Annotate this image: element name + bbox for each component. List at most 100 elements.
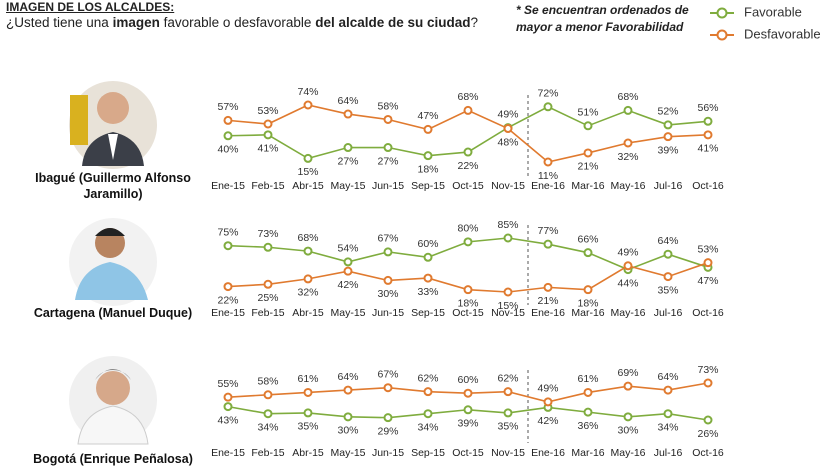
value-label: 72% — [537, 88, 558, 100]
value-label: 21% — [537, 295, 558, 307]
value-label: 61% — [577, 373, 598, 385]
x-tick-label: Ene-16 — [531, 307, 565, 319]
point — [463, 105, 473, 115]
legend-label: Desfavorable — [744, 26, 821, 41]
point — [303, 100, 313, 110]
point — [223, 392, 233, 402]
point — [223, 402, 233, 412]
point — [383, 114, 393, 124]
point — [543, 282, 553, 292]
value-label: 67% — [377, 233, 398, 245]
x-tick-label: May-16 — [610, 180, 645, 192]
x-tick-label: May-15 — [330, 307, 365, 319]
value-label: 58% — [377, 100, 398, 112]
x-tick-label: Feb-15 — [251, 447, 284, 459]
x-tick-label: Jul-16 — [654, 447, 683, 459]
value-label: 54% — [337, 243, 358, 255]
x-tick-label: Jul-16 — [654, 307, 683, 319]
point — [703, 415, 713, 425]
point — [543, 397, 553, 407]
x-tick-label: Sep-15 — [411, 307, 445, 319]
point — [303, 274, 313, 284]
value-label: 18% — [417, 163, 438, 175]
value-label: 53% — [257, 105, 278, 117]
point — [503, 387, 513, 397]
value-label: 49% — [537, 383, 558, 395]
value-label: 53% — [697, 243, 718, 255]
point — [463, 237, 473, 247]
value-label: 74% — [297, 86, 318, 98]
x-tick-label: Feb-15 — [251, 180, 284, 192]
value-label: 26% — [697, 428, 718, 440]
x-tick-label: Oct-15 — [452, 180, 484, 192]
value-label: 29% — [377, 425, 398, 437]
value-label: 36% — [577, 420, 598, 432]
x-tick-label: Jun-15 — [372, 307, 404, 319]
photo — [69, 356, 157, 445]
point — [263, 279, 273, 289]
x-tick-label: Mar-16 — [571, 180, 604, 192]
x-tick-label: Oct-16 — [692, 447, 724, 459]
value-label: 85% — [497, 219, 518, 231]
point — [503, 287, 513, 297]
x-tick-label: May-16 — [610, 447, 645, 459]
point — [543, 157, 553, 167]
value-label: 47% — [697, 275, 718, 287]
value-label: 15% — [497, 300, 518, 312]
point — [543, 102, 553, 112]
value-label: 30% — [617, 425, 638, 437]
value-label: 18% — [577, 297, 598, 309]
value-label: 35% — [657, 284, 678, 296]
value-label: 41% — [697, 143, 718, 155]
value-label: 68% — [297, 232, 318, 244]
value-label: 52% — [657, 106, 678, 118]
point — [583, 121, 593, 131]
question-part: ? — [470, 15, 479, 30]
point — [383, 275, 393, 285]
value-label: 51% — [577, 107, 598, 119]
x-tick-label: Jul-16 — [654, 180, 683, 192]
point — [303, 408, 313, 418]
value-label: 40% — [217, 144, 238, 156]
question-part: imagen — [112, 15, 160, 30]
point — [463, 388, 473, 398]
value-label: 67% — [377, 369, 398, 381]
point — [423, 124, 433, 134]
point — [223, 115, 233, 125]
value-label: 34% — [417, 421, 438, 433]
value-label: 25% — [257, 292, 278, 304]
point — [343, 412, 353, 422]
value-label: 55% — [217, 378, 238, 390]
point — [343, 143, 353, 153]
x-tick-label: Oct-15 — [452, 307, 484, 319]
value-label: 68% — [617, 91, 638, 103]
point — [703, 130, 713, 140]
point — [423, 273, 433, 283]
value-label: 35% — [297, 421, 318, 433]
value-label: 75% — [217, 226, 238, 238]
value-label: 73% — [257, 228, 278, 240]
x-tick-label: Ene-15 — [211, 307, 245, 319]
point — [343, 257, 353, 267]
value-label: 15% — [297, 166, 318, 178]
x-tick-label: Ene-15 — [211, 447, 245, 459]
point — [623, 261, 633, 271]
point — [303, 246, 313, 256]
point — [303, 153, 313, 163]
legend-label: Favorable — [744, 4, 802, 19]
mayor-name: Bogotá (Enrique Peñalosa) — [33, 452, 193, 466]
x-tick-label: Mar-16 — [571, 447, 604, 459]
x-tick-label: Oct-16 — [692, 180, 724, 192]
point — [583, 148, 593, 158]
value-label: 22% — [457, 160, 478, 172]
value-label: 30% — [377, 288, 398, 300]
value-label: 47% — [417, 110, 438, 122]
point — [263, 130, 273, 140]
x-tick-label: Oct-16 — [692, 307, 724, 319]
point — [623, 412, 633, 422]
point — [703, 378, 713, 388]
point — [263, 390, 273, 400]
x-tick-label: Abr-15 — [292, 307, 324, 319]
